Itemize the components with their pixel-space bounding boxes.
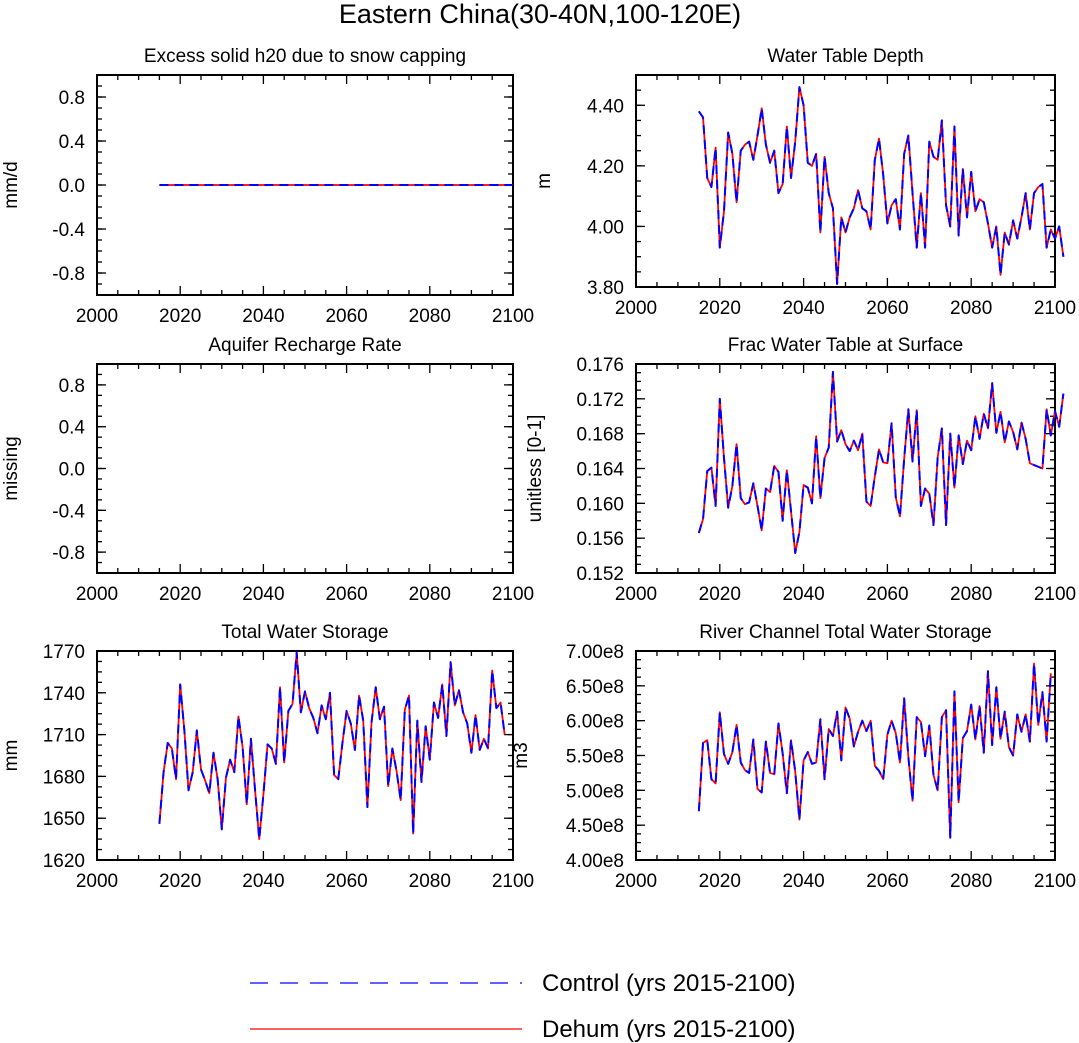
x-tick-label: 2060 — [325, 306, 367, 327]
y-tick-label: -0.8 — [52, 264, 85, 285]
y-tick-label: 0.176 — [576, 355, 624, 376]
y-tick-label: 0.4 — [59, 132, 86, 153]
legend: Control (yrs 2015-2100) Dehum (yrs 2015-… — [250, 970, 795, 1043]
x-tick-label: 2020 — [699, 871, 741, 892]
x-tick-label: 2100 — [492, 306, 534, 327]
x-tick-label: 2100 — [1034, 871, 1076, 892]
series-line-control — [698, 86, 1065, 285]
x-tick-label: 2100 — [1034, 584, 1076, 605]
y-axis-label: m3 — [511, 742, 532, 768]
x-tick-label: 2080 — [950, 584, 992, 605]
y-tick-label: 4.20 — [587, 157, 624, 178]
y-tick-label: 6.00e8 — [566, 712, 624, 733]
panel-5: River Channel Total Water Storage m3 2000 2… — [511, 622, 1076, 892]
x-tick-label: 2000 — [615, 584, 657, 605]
y-tick-label: 5.50e8 — [566, 747, 624, 768]
x-tick-label: 2040 — [242, 871, 284, 892]
panel-title: Frac Water Table at Surface — [728, 335, 964, 356]
y-tick-label: 1680 — [43, 767, 85, 788]
y-tick-label: 1620 — [43, 851, 85, 872]
x-tick-label: 2080 — [409, 584, 451, 605]
x-tick-label: 2080 — [409, 871, 451, 892]
x-tick-label: 2080 — [950, 298, 992, 319]
y-tick-label: -0.8 — [52, 543, 85, 564]
figure-title: Eastern China(30-40N,100-120E) — [339, 0, 741, 29]
x-tick-label: 2000 — [615, 298, 657, 319]
y-tick-label: 0.8 — [59, 88, 85, 109]
y-axis-label: mm — [1, 740, 22, 772]
x-tick-label: 2020 — [699, 298, 741, 319]
x-tick-label: 2080 — [409, 306, 451, 327]
y-tick-label: 0.0 — [59, 460, 85, 481]
y-tick-label: 6.50e8 — [566, 677, 624, 698]
y-tick-label: 0.4 — [59, 418, 86, 439]
y-tick-label: 4.00e8 — [566, 851, 624, 872]
series-line-control — [697, 662, 1052, 839]
x-tick-label: 2060 — [325, 584, 367, 605]
x-tick-label: 2100 — [492, 871, 534, 892]
panel-title: Excess solid h20 due to snow capping — [144, 46, 466, 67]
x-tick-label: 2100 — [492, 584, 534, 605]
y-tick-label: 7.00e8 — [566, 642, 624, 663]
x-tick-label: 2060 — [325, 871, 367, 892]
y-tick-label: 4.50e8 — [566, 816, 624, 837]
y-tick-label: 0.156 — [576, 529, 624, 550]
x-tick-label: 2040 — [782, 298, 824, 319]
y-axis-label: mm/d — [1, 161, 22, 209]
x-tick-label: 2080 — [950, 871, 992, 892]
x-tick-label: 2020 — [159, 306, 201, 327]
panel-1: Water Table Depth m 2000 2020 2040 2060 2080 21… — [534, 46, 1076, 319]
y-tick-label: 1710 — [43, 726, 85, 747]
x-tick-label: 2020 — [159, 871, 201, 892]
y-tick-label: 1770 — [43, 642, 85, 663]
y-tick-label: 0.172 — [576, 390, 624, 411]
x-tick-label: 2020 — [159, 584, 201, 605]
panel-title: River Channel Total Water Storage — [699, 622, 992, 643]
y-tick-label: -0.4 — [52, 220, 85, 241]
x-tick-label: 2000 — [76, 306, 118, 327]
panel-3: Frac Water Table at Surface unitless [0-1… — [525, 335, 1076, 605]
y-axis-label: unitless [0-1] — [525, 415, 546, 523]
y-tick-label: 1740 — [43, 684, 85, 705]
y-tick-label: 4.40 — [587, 96, 624, 117]
x-tick-label: 2000 — [76, 871, 118, 892]
y-tick-label: 0.0 — [59, 176, 85, 197]
x-tick-label: 2060 — [866, 298, 908, 319]
x-tick-label: 2000 — [76, 584, 118, 605]
panel-2: Aquifer Recharge Rate missing 2000 2020 2040… — [1, 335, 534, 605]
y-axis-label: missing — [1, 436, 22, 500]
x-tick-label: 2040 — [782, 871, 824, 892]
panel-title: Water Table Depth — [767, 46, 923, 67]
x-tick-label: 2020 — [699, 584, 741, 605]
y-tick-label: 5.00e8 — [566, 781, 624, 802]
y-tick-label: 0.160 — [576, 494, 624, 515]
y-tick-label: 0.168 — [576, 425, 624, 446]
y-tick-label: 0.164 — [576, 460, 624, 481]
y-tick-label: 0.152 — [576, 564, 624, 585]
series-line-dehum — [158, 651, 506, 840]
series-line-control — [697, 370, 1065, 554]
legend-label-control: Control (yrs 2015-2100) — [542, 970, 795, 997]
panel-4: Total Water Storage mm 2000 2020 2040 2060 208… — [1, 622, 534, 892]
y-tick-label: -0.4 — [52, 501, 85, 522]
x-tick-label: 2100 — [1034, 298, 1076, 319]
x-tick-label: 2060 — [866, 871, 908, 892]
x-tick-label: 2040 — [242, 584, 284, 605]
panel-title: Total Water Storage — [221, 622, 388, 643]
y-tick-label: 1650 — [43, 809, 85, 830]
x-tick-label: 2040 — [242, 306, 284, 327]
y-axis-label: m — [534, 173, 555, 189]
y-tick-label: 3.80 — [587, 278, 624, 299]
panel-title: Aquifer Recharge Rate — [208, 335, 401, 356]
panels-group: Excess solid h20 due to snow capping mm/d… — [1, 46, 1076, 892]
y-tick-label: 0.8 — [59, 376, 85, 397]
x-tick-label: 2040 — [782, 584, 824, 605]
x-tick-label: 2000 — [615, 871, 657, 892]
legend-label-dehum: Dehum (yrs 2015-2100) — [542, 1016, 795, 1043]
x-tick-label: 2060 — [866, 584, 908, 605]
y-tick-label: 4.00 — [587, 217, 624, 238]
panel-0: Excess solid h20 due to snow capping mm/d… — [1, 46, 534, 327]
